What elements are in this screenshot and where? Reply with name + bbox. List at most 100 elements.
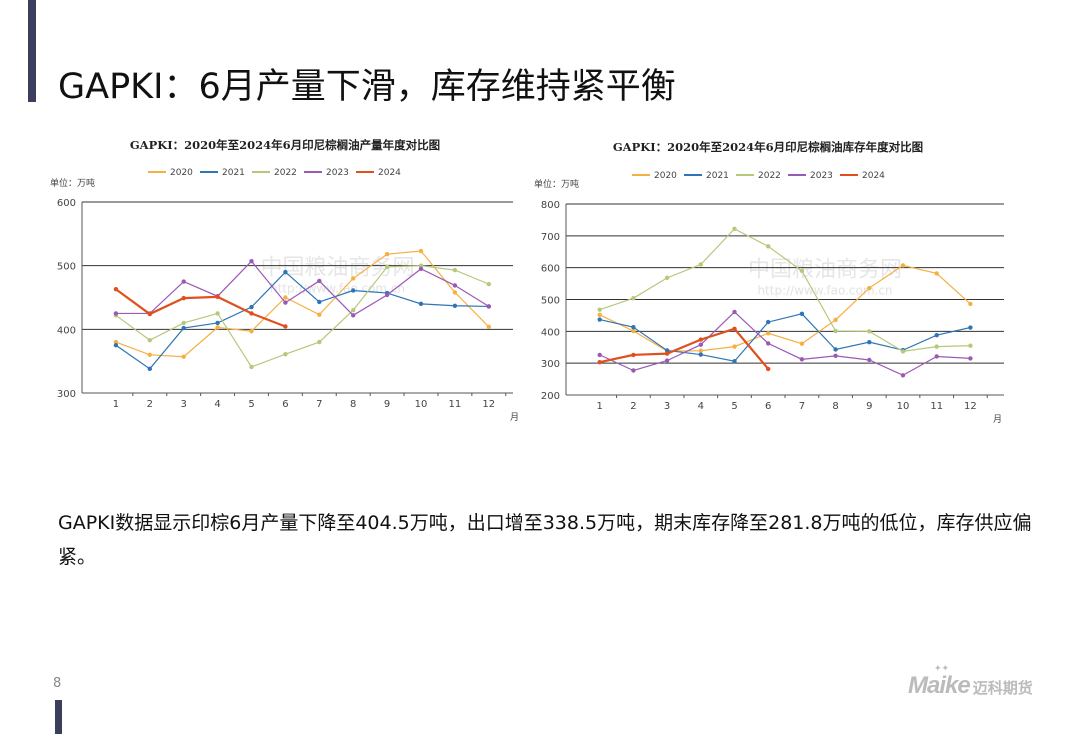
data-point-2020-m4 (698, 348, 703, 353)
data-point-2020-m1 (597, 312, 602, 317)
data-point-2021-m5 (249, 304, 254, 310)
data-point-2022-m10 (900, 349, 906, 354)
x-tick-label: 7 (316, 399, 322, 410)
legend-label-2022: 2022 (274, 168, 297, 178)
data-point-2023-m3 (664, 358, 670, 363)
data-point-2022-m5 (249, 364, 254, 370)
y-tick-label: 200 (541, 391, 560, 402)
data-point-2023-m3 (181, 279, 186, 284)
series-line-2023 (115, 260, 490, 317)
watermark-text: 中国粮油商务网 (260, 256, 414, 281)
data-point-2024-m3 (664, 351, 670, 356)
x-tick-label: 6 (282, 399, 288, 410)
data-point-2024-m5 (732, 326, 737, 331)
y-tick-label: 500 (57, 262, 76, 273)
data-point-2021-m7 (799, 311, 805, 317)
series-line-2020 (115, 250, 490, 358)
y-tick-label: 800 (541, 200, 560, 211)
summary-paragraph: GAPKI数据显示印棕6月产量下降至404.5万吨，出口增至338.5万吨，期末… (58, 512, 1032, 568)
x-tick-label: 8 (350, 399, 356, 410)
x-tick-label: 9 (384, 399, 390, 410)
logo-mark-icon: ✦✦ (934, 664, 950, 674)
y-tick-label: 500 (541, 296, 560, 307)
data-point-2022-m10 (418, 263, 424, 268)
data-point-2023-m2 (631, 368, 636, 373)
chart-title: GAPKI：2020年至2024年6月印尼棕榈油产量年度对比图 (130, 138, 440, 152)
data-point-2020-m2 (147, 352, 152, 357)
slide-title: GAPKI：6月产量下滑，库存维持紧平衡 (58, 67, 676, 107)
data-point-2020-m3 (181, 354, 186, 359)
data-point-2023-m1 (113, 311, 119, 316)
x-tick-label: 11 (930, 401, 943, 412)
data-point-2022-m8 (351, 308, 356, 313)
series-line-2022 (115, 265, 490, 368)
data-point-2022-m7 (799, 268, 805, 274)
data-point-2021-m7 (317, 299, 322, 305)
x-axis-label: 月 (993, 414, 1002, 425)
data-point-2022-m1 (597, 307, 602, 312)
chart-title: GAPKI：2020年至2024年6月印尼棕榈油库存年度对比图 (613, 140, 923, 154)
data-point-2021-m8 (351, 288, 356, 293)
data-point-2020-m9 (867, 285, 872, 291)
data-point-2022-m6 (766, 244, 771, 249)
data-point-2022-m9 (384, 264, 390, 270)
data-point-2024-m4 (698, 337, 703, 342)
legend-label-2020: 2020 (654, 171, 677, 181)
data-point-2020-m5 (249, 329, 254, 334)
data-point-2022-m11 (934, 344, 939, 349)
x-tick-label: 10 (415, 399, 428, 410)
y-tick-label: 300 (57, 389, 76, 400)
x-tick-label: 3 (181, 399, 187, 410)
data-point-2023-m11 (452, 283, 458, 288)
y-tick-label: 400 (57, 325, 76, 336)
data-point-2021-m5 (732, 359, 737, 364)
footer-accent-bar (55, 700, 62, 734)
legend-label-2024: 2024 (378, 168, 401, 178)
data-point-2020-m11 (452, 290, 458, 295)
data-point-2022-m8 (833, 328, 838, 334)
data-point-2023-m8 (833, 353, 838, 359)
x-tick-label: 11 (449, 399, 462, 410)
data-point-2022-m4 (215, 311, 220, 316)
x-tick-label: 1 (113, 399, 119, 410)
data-point-2023-m4 (698, 342, 703, 347)
data-point-2020-m1 (113, 339, 119, 345)
charts-canvas: GAPKI：2020年至2024年6月印尼棕榈油产量年度对比图单位：万吨中国粮油… (50, 138, 1004, 425)
page-number: 8 (53, 676, 62, 691)
data-point-2021-m2 (631, 324, 636, 330)
data-point-2020-m2 (631, 328, 636, 334)
data-point-2022-m9 (867, 329, 872, 334)
y-tick-label: 700 (541, 232, 560, 243)
data-point-2023-m9 (867, 357, 872, 363)
data-point-2021-m4 (698, 352, 703, 357)
data-point-2021-m2 (147, 366, 152, 372)
company-logo: ✦✦ Maike 迈科期货 (908, 664, 1033, 700)
data-point-2024-m6 (766, 366, 771, 372)
data-point-2024-m1 (113, 287, 119, 292)
x-tick-label: 2 (630, 401, 636, 412)
series-line-2021 (599, 313, 971, 362)
data-point-2023-m6 (283, 300, 288, 305)
watermark-text: 中国粮油商务网 (748, 258, 902, 283)
data-point-2022-m12 (486, 281, 491, 287)
data-point-2021-m8 (833, 347, 838, 352)
data-point-2024-m1 (597, 360, 602, 365)
data-point-2021-m10 (418, 301, 424, 307)
legend-label-2024: 2024 (862, 171, 885, 181)
x-tick-label: 9 (866, 401, 872, 412)
watermark-url: http://www.fao.com.cn (270, 282, 405, 296)
series-line-2020 (599, 264, 971, 352)
data-point-2022-m2 (147, 337, 152, 343)
data-point-2023-m5 (249, 259, 254, 264)
legend-label-2020: 2020 (170, 168, 193, 178)
x-tick-label: 4 (214, 399, 220, 410)
data-point-2023-m9 (384, 292, 390, 298)
data-point-2020-m4 (215, 325, 220, 330)
data-point-2022-m11 (452, 267, 458, 273)
legend-label-2021: 2021 (706, 171, 729, 181)
x-tick-label: 8 (832, 401, 838, 412)
data-point-2022-m2 (631, 296, 636, 301)
x-tick-label: 5 (248, 399, 254, 410)
legend-label-2022: 2022 (758, 171, 781, 181)
unit-label: 单位：万吨 (50, 177, 95, 189)
